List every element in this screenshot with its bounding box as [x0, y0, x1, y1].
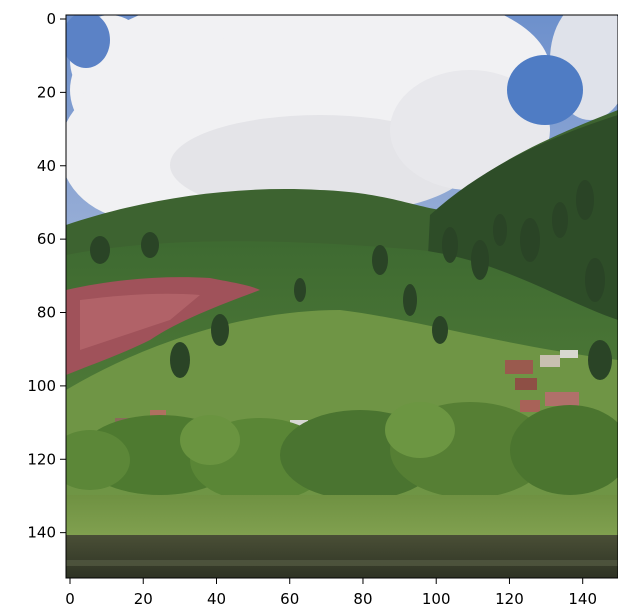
- y-tick-label: 40: [37, 157, 56, 175]
- x-tick-label: 120: [495, 590, 524, 608]
- sky-patch: [507, 55, 583, 125]
- village: [505, 350, 579, 412]
- trees: [90, 180, 612, 380]
- y-tick-label: 60: [37, 230, 56, 248]
- x-tick-label: 140: [568, 590, 597, 608]
- x-tick-label: 60: [280, 590, 299, 608]
- y-tick-label: 100: [27, 377, 56, 395]
- x-tick-label: 20: [134, 590, 153, 608]
- axes-frame: [65, 14, 618, 579]
- y-tick-label: 140: [27, 524, 56, 542]
- water: [66, 535, 618, 578]
- landscape-photo: [66, 15, 618, 578]
- x-axis: 0 20 40 60 80 100 120 140: [65, 578, 597, 608]
- x-tick-label: 40: [207, 590, 226, 608]
- y-tick-label: 20: [37, 83, 56, 101]
- y-tick-label: 80: [37, 304, 56, 322]
- y-axis: 0 20 40 60 80 100 120 140: [27, 10, 66, 542]
- x-tick-label: 80: [353, 590, 372, 608]
- x-tick-label: 100: [422, 590, 451, 608]
- x-tick-label: 0: [65, 590, 75, 608]
- y-tick-label: 0: [46, 10, 56, 28]
- meadow: [66, 495, 618, 535]
- y-tick-label: 120: [27, 450, 56, 468]
- foreground-bushes: [66, 402, 618, 502]
